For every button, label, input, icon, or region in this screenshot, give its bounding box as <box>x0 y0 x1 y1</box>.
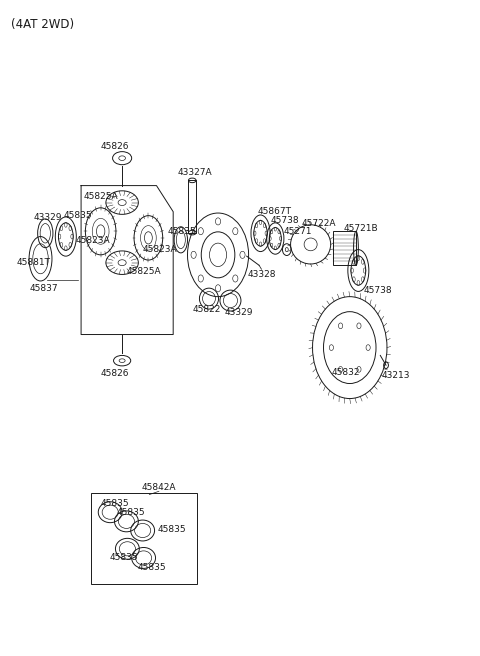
Text: (4AT 2WD): (4AT 2WD) <box>11 18 74 31</box>
Text: 45823A: 45823A <box>76 236 110 245</box>
Text: 43329: 43329 <box>34 213 62 222</box>
Text: 45825A: 45825A <box>84 192 118 201</box>
Bar <box>91 493 197 584</box>
Text: 45823A: 45823A <box>142 245 177 254</box>
Text: 45835: 45835 <box>101 499 129 508</box>
Text: 43329: 43329 <box>225 308 253 317</box>
Text: 43213: 43213 <box>381 371 410 380</box>
Text: 45835: 45835 <box>168 227 196 236</box>
Text: 45738: 45738 <box>271 216 300 226</box>
Bar <box>333 232 356 265</box>
Text: 45825A: 45825A <box>126 268 161 276</box>
Text: 45826: 45826 <box>101 369 129 379</box>
Text: 45835: 45835 <box>158 525 187 534</box>
Text: 45826: 45826 <box>101 142 129 151</box>
Text: 45835: 45835 <box>137 563 166 571</box>
Text: 45835: 45835 <box>63 211 92 220</box>
Text: 45835: 45835 <box>117 508 145 517</box>
Text: 45832: 45832 <box>332 368 360 377</box>
Text: 45835: 45835 <box>109 554 138 562</box>
Bar <box>189 180 196 233</box>
Text: 45842A: 45842A <box>142 483 176 492</box>
Text: 45881T: 45881T <box>17 258 51 267</box>
Text: 45738: 45738 <box>363 285 392 295</box>
Text: 43327A: 43327A <box>178 168 213 177</box>
Text: 45721B: 45721B <box>344 224 379 234</box>
Text: 45837: 45837 <box>30 284 59 293</box>
Text: 45867T: 45867T <box>257 207 291 216</box>
Text: 45822: 45822 <box>192 305 221 314</box>
Text: 45271: 45271 <box>284 227 312 236</box>
Text: 45722A: 45722A <box>301 219 336 228</box>
Text: 43328: 43328 <box>247 270 276 279</box>
